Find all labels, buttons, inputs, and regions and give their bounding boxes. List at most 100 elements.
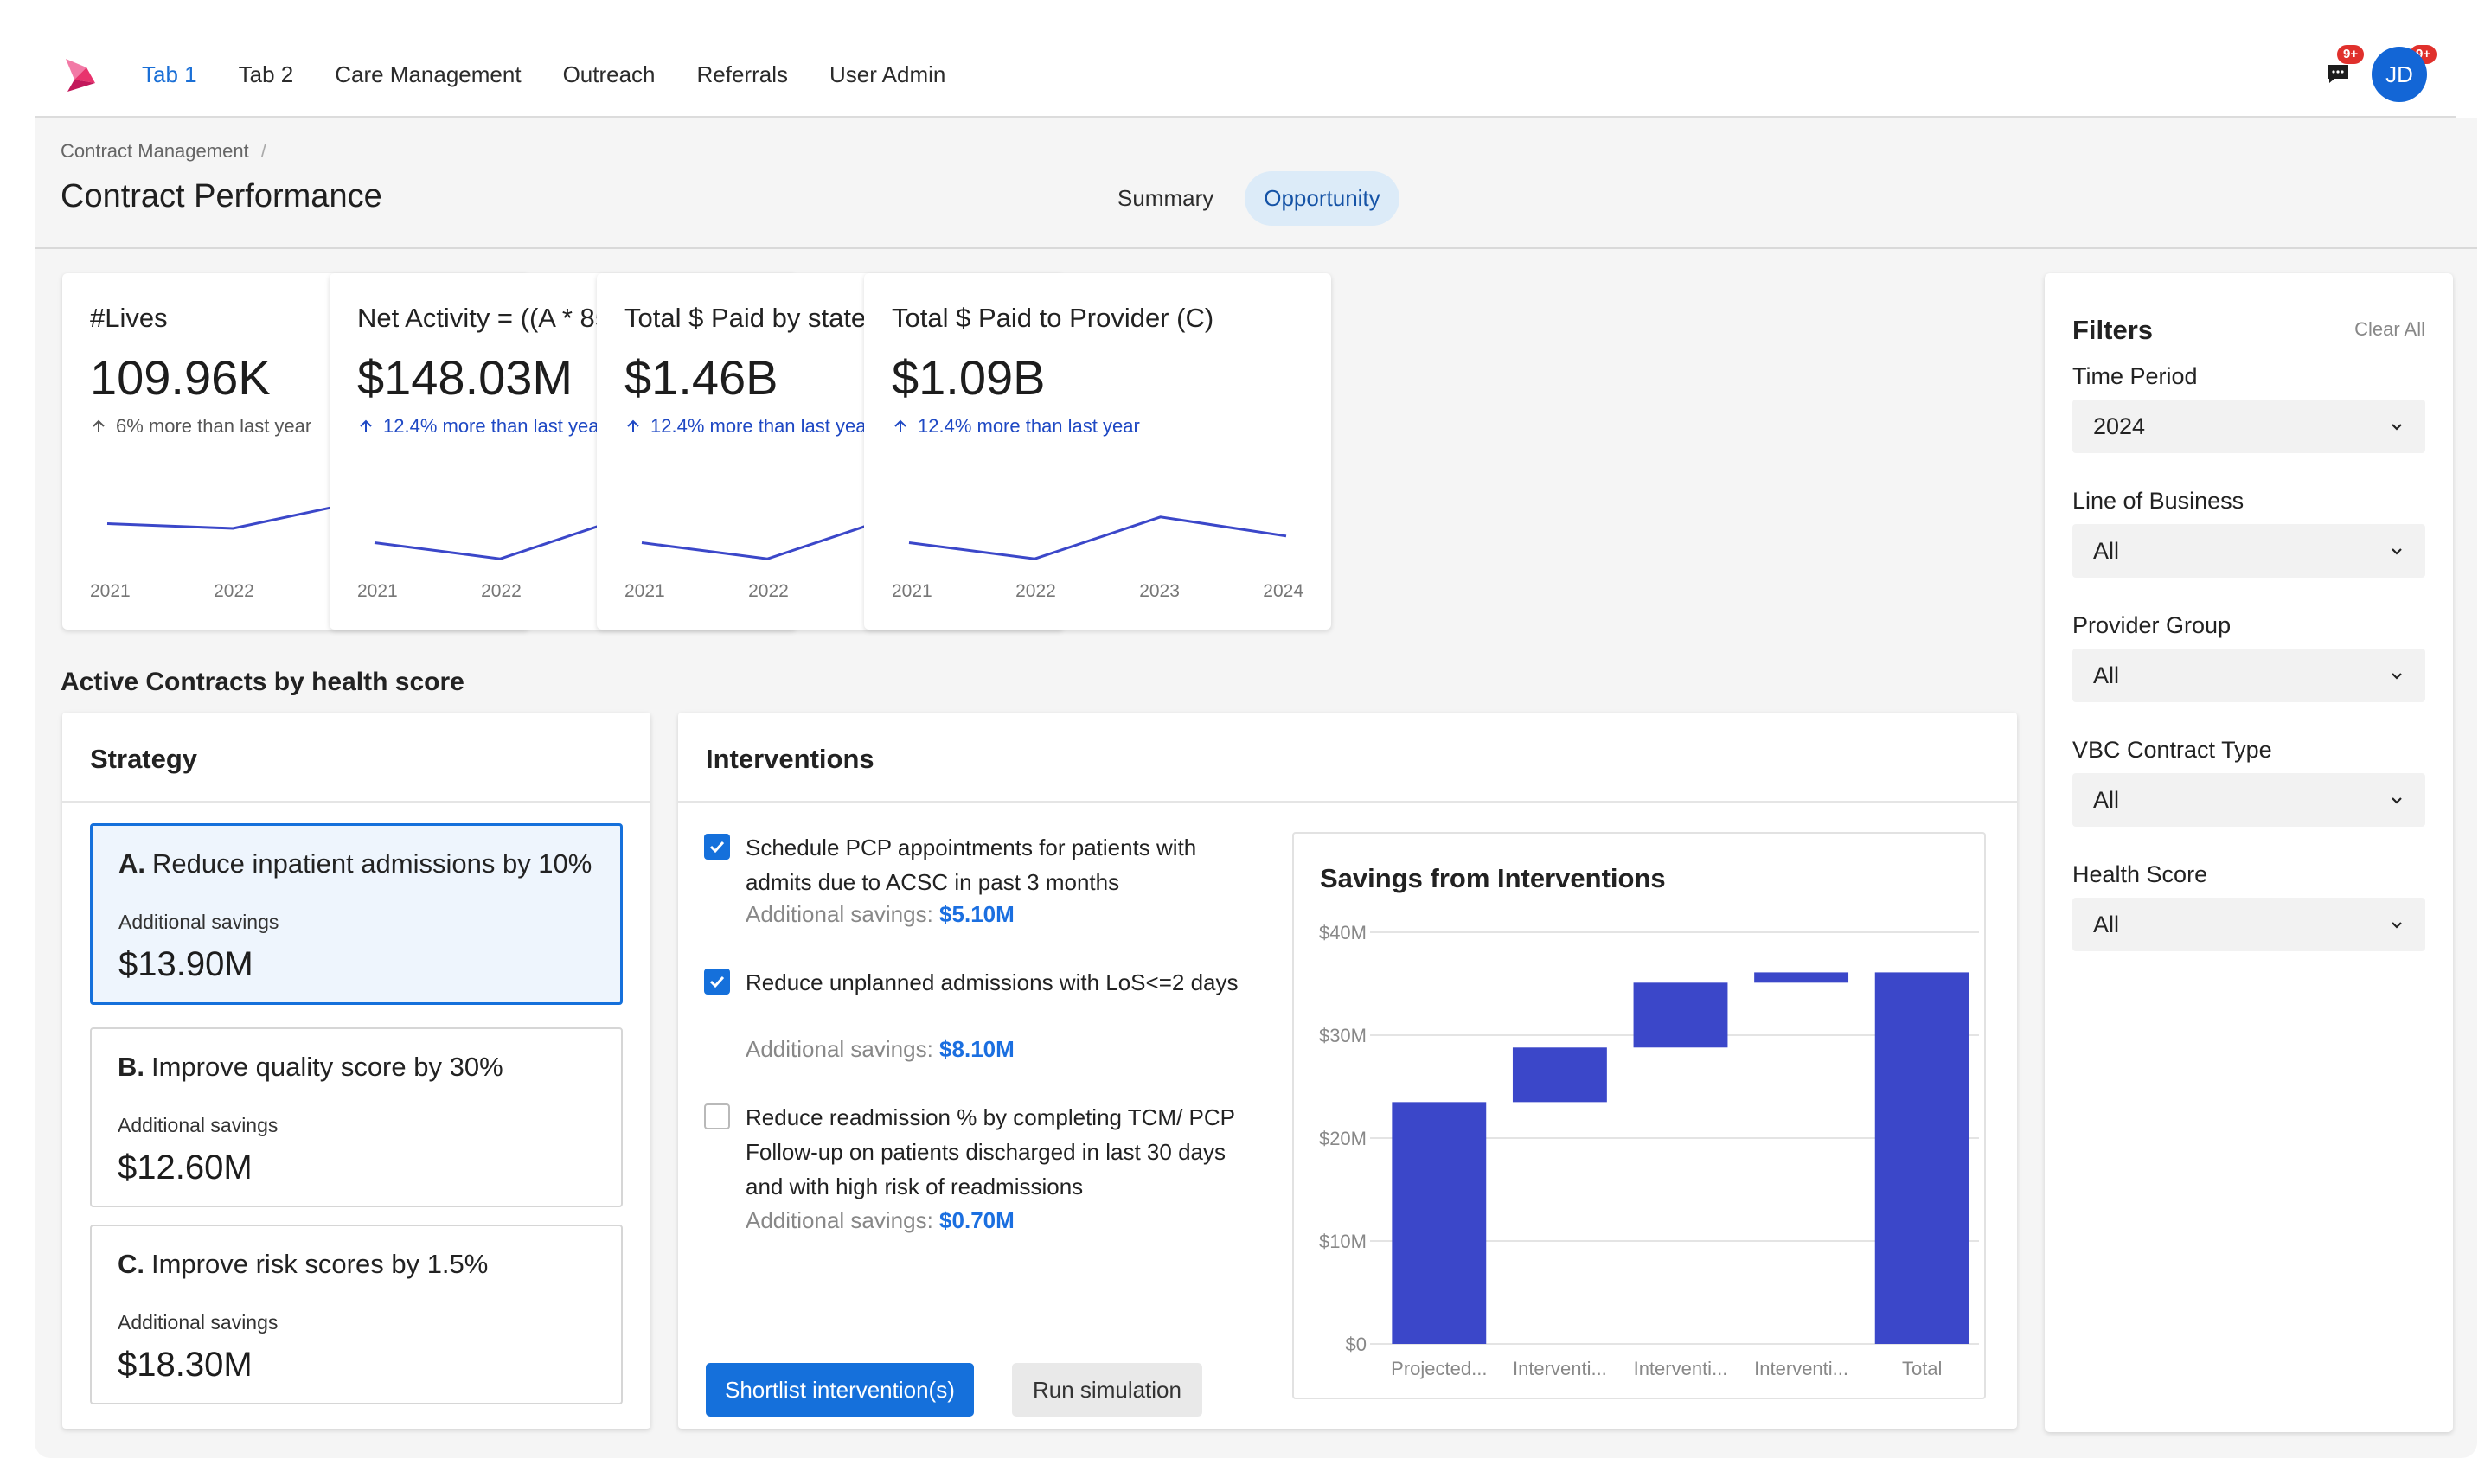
waterfall-chart: $0 $10M $20M $30M $40M Projected... Interventi… bbox=[1319, 922, 1979, 1379]
year-label: 2022 bbox=[748, 581, 789, 601]
strategy-option-title: C. Improve risk scores by 1.5% bbox=[118, 1249, 488, 1280]
filter-select-line-of-business[interactable]: All bbox=[2072, 524, 2425, 578]
intervention-savings: Additional savings: $0.70M bbox=[746, 1207, 1015, 1234]
kpi-value: 109.96K bbox=[90, 350, 271, 405]
kpi-delta: 12.4% more than last year bbox=[357, 415, 605, 438]
intervention-text: Schedule PCP appointments for patients w… bbox=[746, 835, 1197, 895]
strategy-option-b[interactable]: B. Improve quality score by 30% Additional… bbox=[90, 1027, 623, 1207]
year-label: 2022 bbox=[481, 581, 522, 601]
intervention-checkbox[interactable] bbox=[704, 1103, 730, 1129]
strategy-option-a[interactable]: A. Reduce inpatient admissions by 10% Addi… bbox=[90, 823, 623, 1005]
x-tick-label: Interventi... bbox=[1634, 1358, 1728, 1379]
clear-all-link[interactable]: Clear All bbox=[2354, 318, 2425, 340]
savings-label: Additional savings bbox=[118, 1311, 279, 1334]
strategy-option-title: B. Improve quality score by 30% bbox=[118, 1052, 503, 1083]
intervention-savings: Additional savings: $8.10M bbox=[746, 1036, 1015, 1063]
view-summary-button[interactable]: Summary bbox=[1117, 185, 1214, 211]
tab-care-management[interactable]: Care Management bbox=[335, 61, 522, 87]
intervention-savings-value: $0.70M bbox=[939, 1207, 1015, 1233]
filter-label: Health Score bbox=[2072, 861, 2208, 887]
arrow-up-icon bbox=[93, 419, 105, 432]
intervention-item: Reduce unplanned admissions with LoS<=2 … bbox=[704, 965, 1258, 1086]
intervention-checkbox[interactable] bbox=[704, 834, 730, 860]
chevron-down-icon bbox=[2392, 548, 2402, 555]
strategy-label: Improve risk scores by 1.5% bbox=[151, 1249, 489, 1279]
intervention-savings: Additional savings: $5.10M bbox=[746, 901, 1015, 928]
interventions-header: Interventions bbox=[678, 713, 2017, 803]
intervention-checkbox[interactable] bbox=[704, 969, 730, 995]
tab-user-admin[interactable]: User Admin bbox=[829, 61, 946, 87]
savings-chart: Savings from Interventions $0 $10M $20M $30… bbox=[1292, 832, 1986, 1399]
tab-tab-1[interactable]: Tab 1 bbox=[142, 61, 197, 87]
breadcrumb-separator: / bbox=[260, 140, 266, 162]
strategy-panel: Strategy A. Reduce inpatient admissions b… bbox=[62, 713, 650, 1429]
y-tick-label: $20M bbox=[1319, 1128, 1367, 1149]
intervention-savings-label: Additional savings: bbox=[746, 1036, 933, 1062]
header-divider bbox=[35, 247, 2477, 249]
waterfall-bar[interactable] bbox=[1754, 972, 1849, 983]
filter-value: 2024 bbox=[2093, 413, 2146, 439]
avatar[interactable]: JD bbox=[2372, 47, 2427, 102]
breadcrumb: Contract Management / bbox=[61, 140, 266, 163]
strategy-option-c[interactable]: C. Improve risk scores by 1.5% Additional … bbox=[90, 1225, 623, 1404]
kpi-title: Total $ Paid by state (A) bbox=[624, 303, 910, 333]
filter-label: Time Period bbox=[2072, 363, 2198, 389]
x-tick-label: Total bbox=[1902, 1358, 1942, 1379]
y-tick-label: $0 bbox=[1346, 1334, 1367, 1355]
kpi-delta-text: 12.4% more than last year bbox=[918, 415, 1140, 437]
intervention-savings-value: $5.10M bbox=[939, 901, 1015, 927]
strategy-letter: C. bbox=[118, 1249, 144, 1279]
savings-label: Additional savings bbox=[118, 911, 279, 933]
savings-value: $18.30M bbox=[118, 1346, 253, 1384]
interventions-panel: Interventions Schedule PCP appointments … bbox=[678, 713, 2017, 1429]
kpi-title: Total $ Paid to Provider (C) bbox=[892, 303, 1214, 333]
view-toggle: Summary Opportunity bbox=[1098, 171, 1399, 226]
intervention-savings-label: Additional savings: bbox=[746, 1207, 933, 1233]
view-opportunity-button[interactable]: Opportunity bbox=[1245, 171, 1399, 226]
chevron-down-icon bbox=[2392, 673, 2402, 680]
strategy-title: Strategy bbox=[90, 744, 198, 774]
filter-select-health-score[interactable]: All bbox=[2072, 898, 2425, 951]
x-tick-label: Interventi... bbox=[1754, 1358, 1848, 1379]
chat-bubble-icon bbox=[2328, 65, 2348, 83]
breadcrumb-link[interactable]: Contract Management bbox=[61, 140, 249, 162]
filter-select-provider-group[interactable]: All bbox=[2072, 649, 2425, 702]
y-tick-label: $10M bbox=[1319, 1231, 1367, 1252]
top-nav: Tab 1 Tab 2 Care Management Outreach Referra… bbox=[35, 0, 2456, 118]
chevron-down-icon bbox=[2392, 922, 2402, 929]
waterfall-bar[interactable] bbox=[1874, 972, 1969, 1344]
filter-label: VBC Contract Type bbox=[2072, 737, 2272, 763]
arrow-up-icon bbox=[894, 419, 906, 432]
waterfall-bar[interactable] bbox=[1392, 1102, 1487, 1344]
savings-value: $12.60M bbox=[118, 1148, 253, 1187]
checkmark-icon bbox=[709, 975, 725, 988]
intervention-text: Reduce readmission % by completing TCM/ … bbox=[746, 1104, 1235, 1199]
chevron-down-icon bbox=[2392, 797, 2402, 804]
intervention-text: Reduce unplanned admissions with LoS<=2 … bbox=[746, 969, 1239, 995]
filter-select-time-period[interactable]: 2024 bbox=[2072, 400, 2425, 453]
kpi-value: $1.46B bbox=[624, 350, 778, 405]
tab-bar: Tab 1 Tab 2 Care Management Outreach Referra… bbox=[142, 59, 987, 90]
run-simulation-button[interactable]: Run simulation bbox=[1012, 1363, 1202, 1417]
content-panel: Contract Management / Contract Performan… bbox=[35, 118, 2477, 1458]
kpi-delta: 12.4% more than last year bbox=[892, 415, 1140, 438]
filter-select-vbc-contract-type[interactable]: All bbox=[2072, 773, 2425, 827]
checkmark-icon bbox=[709, 841, 725, 854]
waterfall-bar[interactable] bbox=[1633, 982, 1728, 1048]
savings-label: Additional savings bbox=[118, 1114, 279, 1136]
tab-tab-2[interactable]: Tab 2 bbox=[238, 61, 294, 87]
tab-referrals[interactable]: Referrals bbox=[696, 61, 788, 87]
x-tick-label: Interventi... bbox=[1513, 1358, 1607, 1379]
kpi-card[interactable]: Total $ Paid to Provider (C) $1.09B 12.4% … bbox=[864, 273, 1331, 630]
shortlist-button[interactable]: Shortlist intervention(s) bbox=[706, 1363, 974, 1417]
filter-value: All bbox=[2093, 662, 2120, 688]
x-tick-label: Projected... bbox=[1391, 1358, 1487, 1379]
tab-outreach[interactable]: Outreach bbox=[562, 61, 656, 87]
intervention-savings-label: Additional savings: bbox=[746, 901, 933, 927]
messages-icon[interactable]: 9+ bbox=[2325, 45, 2365, 86]
kpi-delta-text: 12.4% more than last year bbox=[383, 415, 605, 437]
waterfall-bar[interactable] bbox=[1512, 1047, 1607, 1103]
app-logo[interactable] bbox=[61, 55, 99, 93]
filter-value: All bbox=[2093, 537, 2120, 564]
arrow-up-icon bbox=[627, 419, 639, 432]
